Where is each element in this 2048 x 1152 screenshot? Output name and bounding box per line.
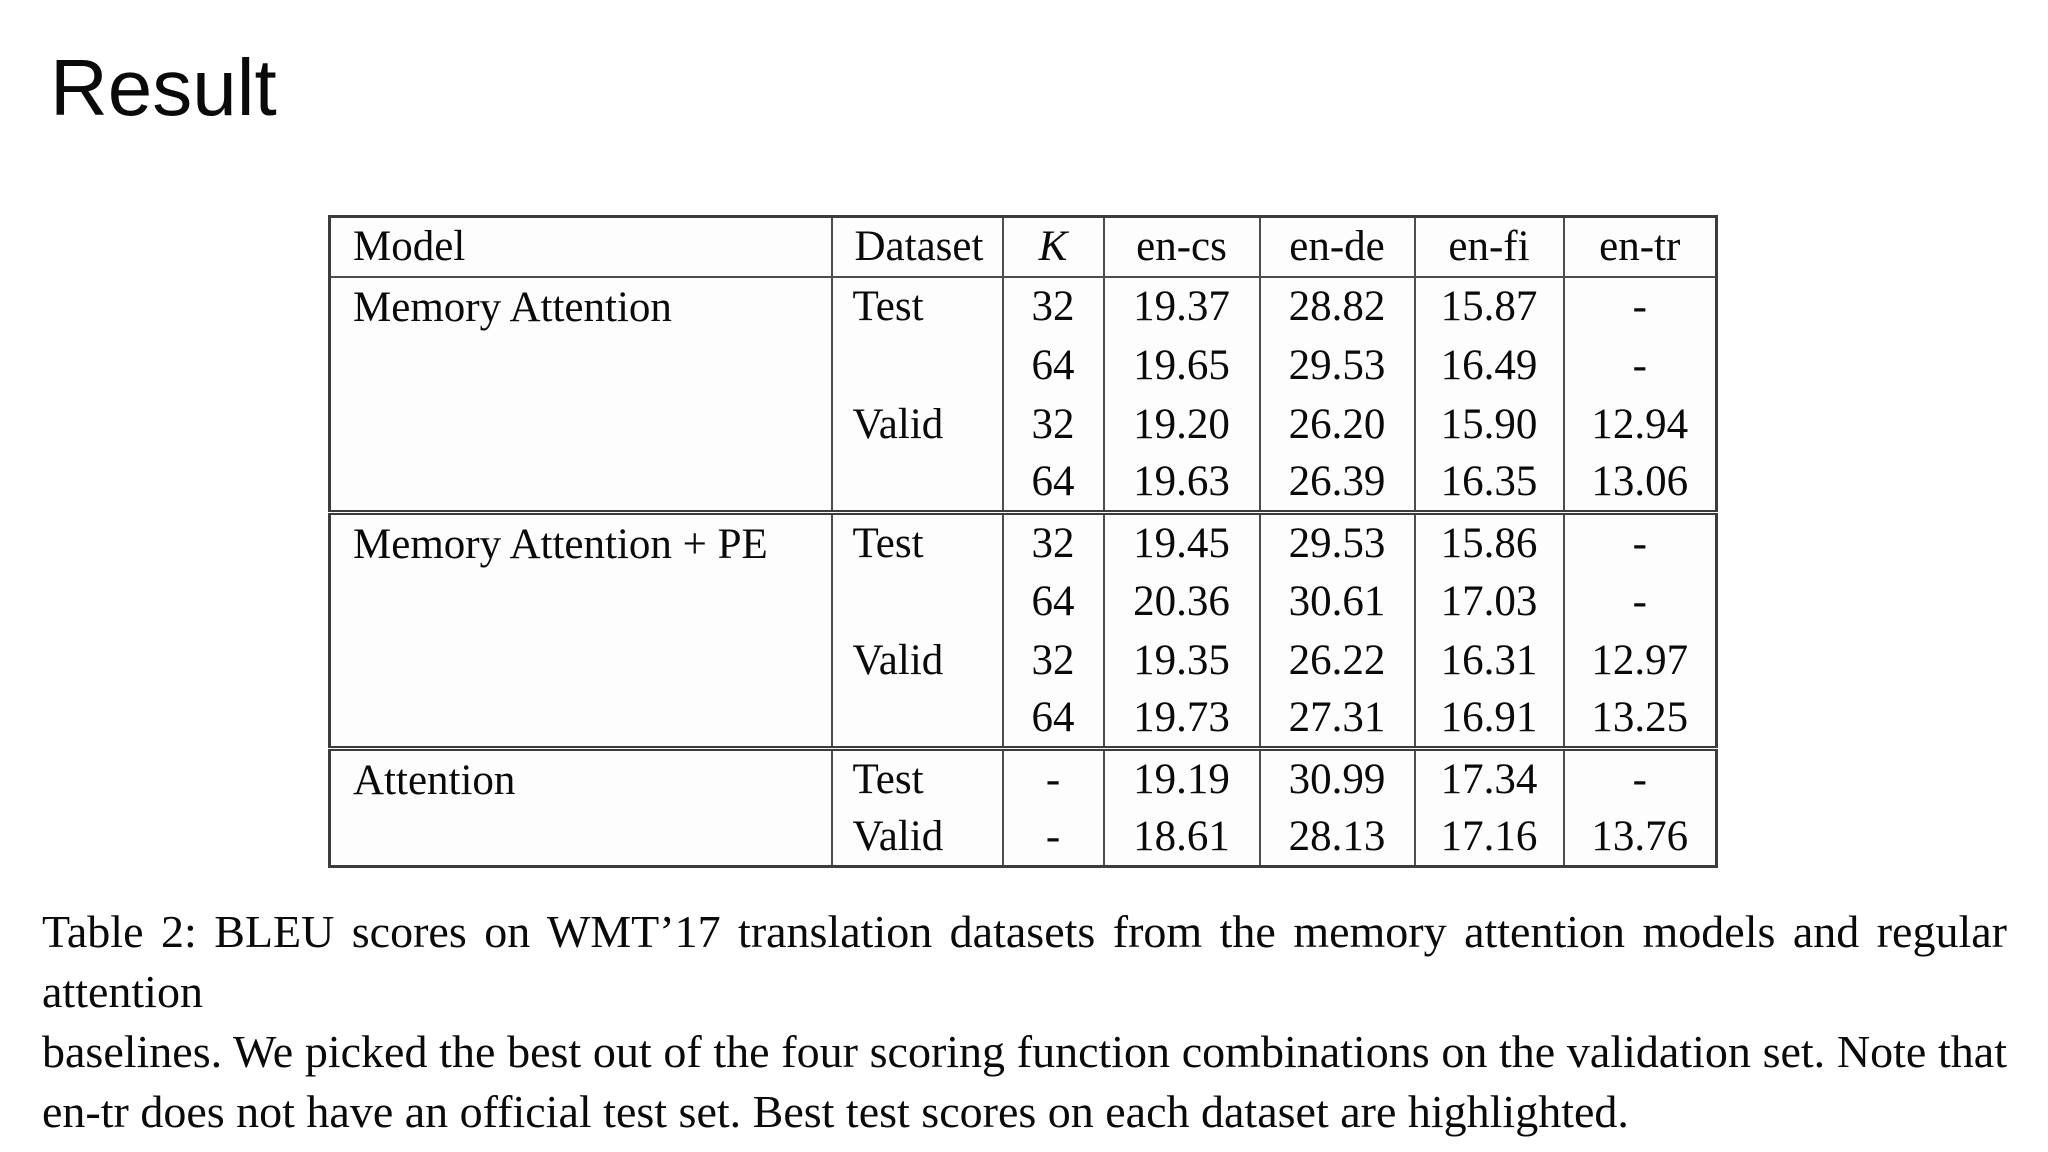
- score-cell-en-tr: 13.06: [1562, 453, 1717, 513]
- score-cell-en-cs: 19.45: [1102, 510, 1260, 572]
- dataset-cell: [830, 689, 1003, 749]
- score-cell-en-fi: 15.90: [1413, 394, 1564, 454]
- score-cell-en-fi: 16.49: [1413, 335, 1564, 395]
- score-cell-en-cs: 19.65: [1102, 335, 1260, 395]
- model-name-cell: Memory Attention: [353, 283, 672, 331]
- score-cell-en-de: 29.53: [1258, 335, 1415, 395]
- header-cell-k: K: [1001, 216, 1104, 278]
- score-cell-en-fi: 17.03: [1413, 571, 1564, 631]
- k-cell: 32: [1001, 276, 1104, 336]
- table-row: Valid - 18.61 28.13 17.16 13.76: [330, 807, 1717, 867]
- score-cell-en-tr: -: [1562, 571, 1717, 631]
- score-cell-en-cs: 19.35: [1102, 630, 1260, 690]
- dataset-cell: Test: [830, 510, 1003, 572]
- score-cell-en-de: 27.31: [1258, 689, 1415, 749]
- results-table-container: Model Dataset K en-cs en-de en-fi en-tr …: [328, 215, 1718, 868]
- dataset-cell: Valid: [830, 807, 1003, 867]
- score-cell-en-de: 30.61: [1258, 571, 1415, 631]
- k-cell: 32: [1001, 394, 1104, 454]
- k-cell: 32: [1001, 510, 1104, 572]
- score-cell-en-tr: -: [1562, 510, 1717, 572]
- k-cell: -: [1001, 746, 1104, 808]
- score-cell-en-tr: 12.97: [1562, 630, 1717, 690]
- score-cell-en-cs: 19.63: [1102, 453, 1260, 513]
- score-cell-en-de: 28.13: [1258, 807, 1415, 867]
- dataset-cell: Valid: [830, 394, 1003, 454]
- table-row: 64 19.65 29.53 16.49 -: [330, 335, 1717, 395]
- score-cell-en-tr: -: [1562, 335, 1717, 395]
- header-cell-dataset: Dataset: [830, 216, 1003, 278]
- table-row: 64 19.63 26.39 16.35 13.06: [330, 453, 1717, 513]
- table-row: Memory Attention Test 32 19.37 28.82 15.…: [330, 276, 1717, 336]
- score-cell-en-cs: 19.20: [1102, 394, 1260, 454]
- score-cell-en-de: 26.22: [1258, 630, 1415, 690]
- table-row: Memory Attention + PE Test 32 19.45 29.5…: [329, 510, 1717, 749]
- score-cell-en-tr: 13.25: [1562, 689, 1717, 749]
- model-block-attention: Attention Test - 19.19 30.99 17.34 - Val…: [329, 746, 1717, 867]
- header-cell-en-tr: en-tr: [1562, 216, 1717, 278]
- score-cell-en-tr: 13.76: [1562, 807, 1717, 867]
- k-cell: 64: [1001, 453, 1104, 513]
- model-block-memory-attention-pe: Memory Attention + PE Test 32 19.45 29.5…: [329, 510, 1717, 749]
- score-cell-en-tr: -: [1562, 746, 1717, 808]
- score-cell-en-de: 26.20: [1258, 394, 1415, 454]
- caption-line-3: en-tr does not have an official test set…: [42, 1086, 1629, 1137]
- score-cell-en-fi: 16.91: [1413, 689, 1564, 749]
- model-block-memory-attention: Memory Attention Test 32 19.37 28.82 15.…: [330, 276, 1717, 513]
- score-cell-en-fi: 16.31: [1413, 630, 1564, 690]
- k-cell: 64: [1001, 689, 1104, 749]
- table-caption: Table 2: BLEU scores on WMT’17 translati…: [42, 902, 2007, 1142]
- dataset-cell: [830, 453, 1003, 513]
- score-cell-en-cs: 19.19: [1102, 746, 1260, 808]
- k-cell: -: [1001, 807, 1104, 867]
- score-cell-en-tr: 12.94: [1562, 394, 1717, 454]
- score-cell-en-fi: 15.87: [1413, 276, 1564, 336]
- results-table: Model Dataset K en-cs en-de en-fi en-tr …: [328, 215, 1718, 868]
- score-cell-en-de: 28.82: [1258, 276, 1415, 336]
- table-row: Valid 32 19.35 26.22 16.31 12.97: [330, 630, 1717, 690]
- table-row: Attention Test - 19.19 30.99 17.34 -: [329, 746, 1717, 867]
- score-cell-en-cs: 19.37: [1102, 276, 1260, 336]
- table-row: 64 19.73 27.31 16.91 13.25: [330, 689, 1717, 749]
- header-cell-model: Model: [329, 216, 832, 278]
- dataset-cell: Test: [830, 276, 1003, 336]
- caption-line-1: Table 2: BLEU scores on WMT’17 translati…: [42, 906, 2007, 1017]
- score-cell-en-tr: -: [1562, 276, 1717, 336]
- k-cell: 64: [1001, 571, 1104, 631]
- table-row: Valid 32 19.20 26.20 15.90 12.94: [330, 394, 1717, 454]
- score-cell-en-fi: 17.16: [1413, 807, 1564, 867]
- score-cell-en-cs-best: 20.36: [1102, 571, 1260, 631]
- page-title: Result: [50, 43, 277, 132]
- model-name-cell: Memory Attention + PE: [329, 510, 832, 749]
- caption-line-2: baselines. We picked the best out of the…: [42, 1026, 2007, 1077]
- score-cell-en-fi: 16.35: [1413, 453, 1564, 513]
- dataset-cell: [830, 571, 1003, 631]
- dataset-cell: [830, 335, 1003, 395]
- dataset-cell: Valid: [830, 630, 1003, 690]
- score-cell-en-de: 29.53: [1258, 510, 1415, 572]
- table-row: 64 20.36 30.61 17.03 -: [330, 571, 1717, 631]
- score-cell-en-de-best: 30.99: [1258, 746, 1415, 808]
- score-cell-en-cs: 18.61: [1102, 807, 1260, 867]
- score-cell-en-cs: 19.73: [1102, 689, 1260, 749]
- k-cell: 64: [1001, 335, 1104, 395]
- score-cell-en-fi: 15.86: [1413, 510, 1564, 572]
- table-header-row: Model Dataset K en-cs en-de en-fi en-tr: [329, 216, 1717, 278]
- score-cell-en-fi-best: 17.34: [1413, 746, 1564, 808]
- header-cell-en-cs: en-cs: [1102, 216, 1260, 278]
- header-cell-en-de: en-de: [1258, 216, 1415, 278]
- k-cell: 32: [1001, 630, 1104, 690]
- dataset-cell: Test: [830, 746, 1003, 808]
- score-cell-en-de: 26.39: [1258, 453, 1415, 513]
- model-name-cell: Attention: [329, 746, 832, 867]
- header-cell-en-fi: en-fi: [1413, 216, 1564, 278]
